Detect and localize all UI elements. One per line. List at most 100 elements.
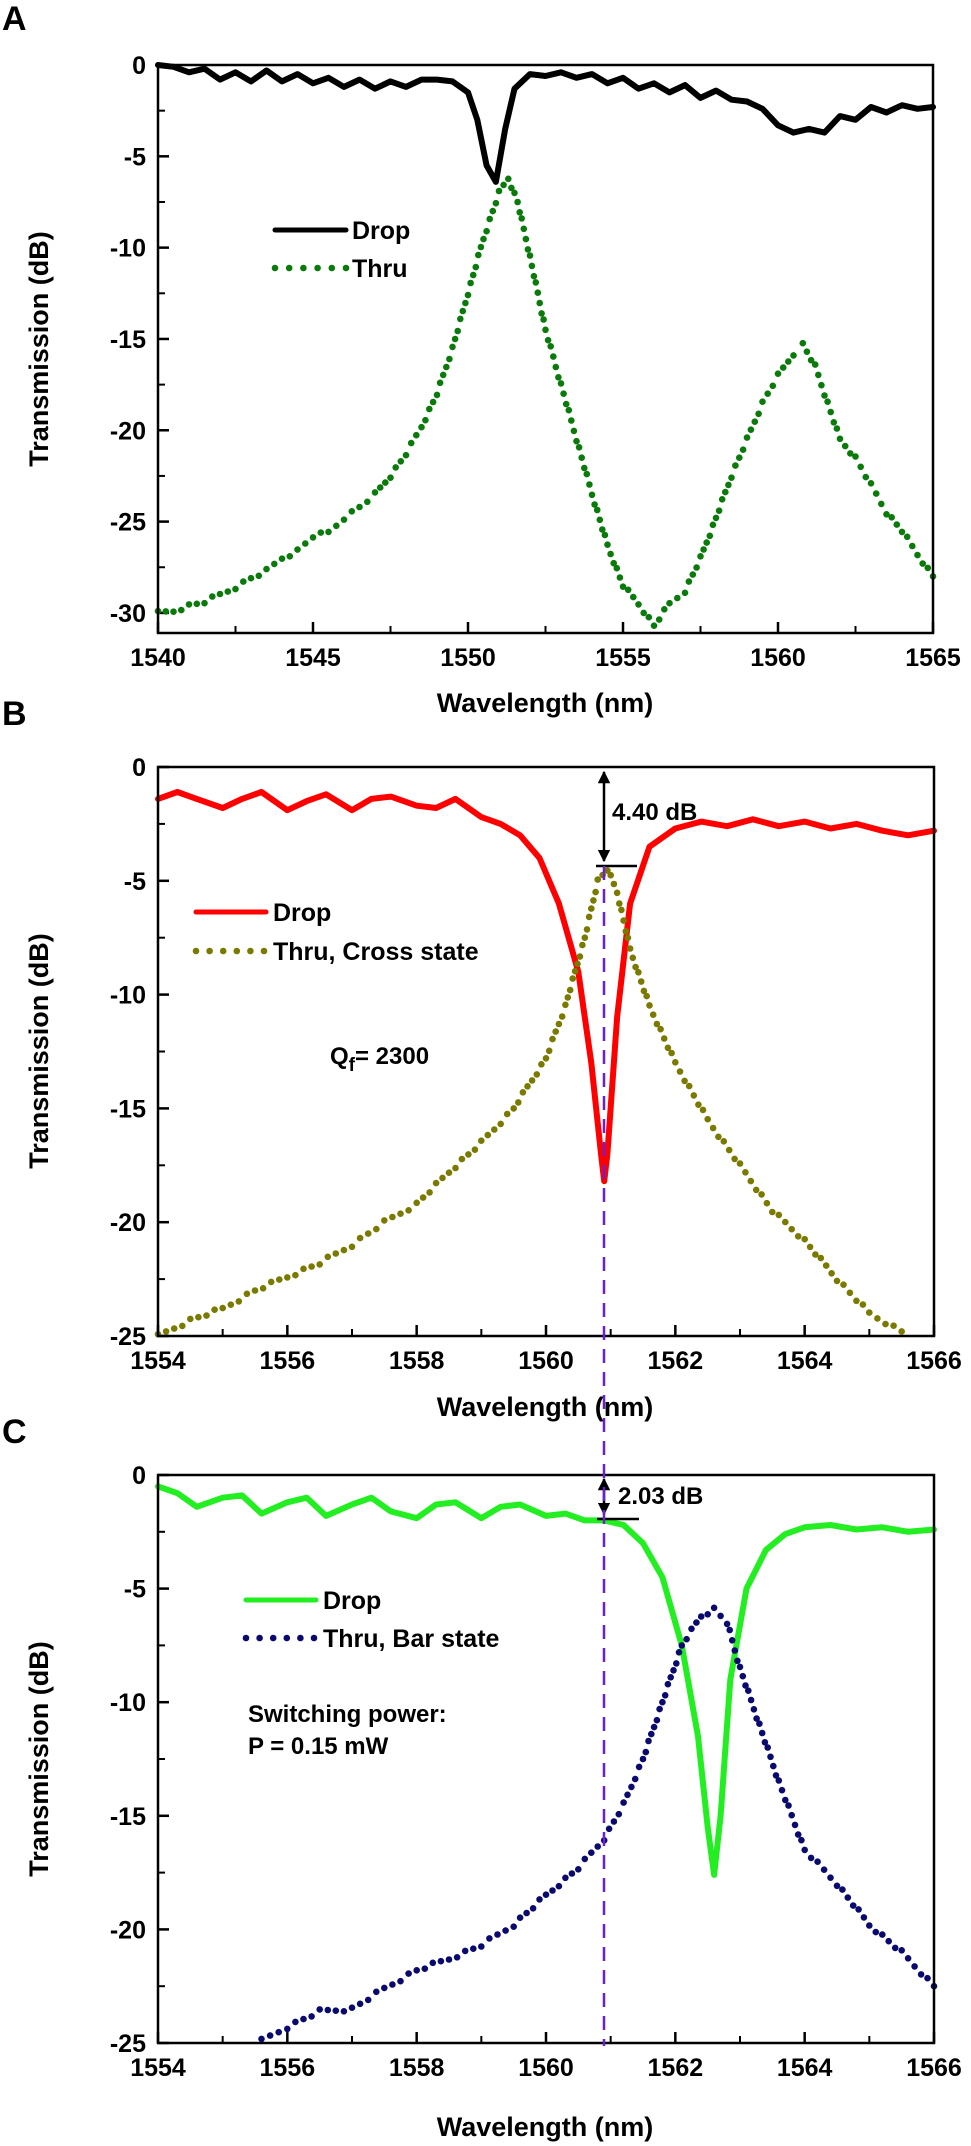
- panel-c-ylabel: Transmission (dB): [24, 1641, 54, 1877]
- x-tick-label: 1550: [440, 644, 496, 672]
- data-point: [847, 450, 854, 457]
- y-tick-label: -15: [110, 326, 146, 354]
- data-point: [607, 871, 614, 879]
- data-point: [547, 343, 554, 350]
- x-tick-label: 1556: [260, 1347, 316, 1375]
- data-point: [774, 370, 782, 378]
- x-tick-label: 1554: [130, 2054, 186, 2082]
- x-tick-label: 1562: [648, 1347, 704, 1375]
- data-point: [364, 498, 371, 506]
- data-point: [292, 1271, 299, 1279]
- data-point: [779, 364, 787, 371]
- x-tick-label: 1555: [595, 644, 651, 672]
- data-point: [549, 1887, 556, 1894]
- data-point: [464, 291, 472, 299]
- data-point: [616, 574, 624, 581]
- data-point: [340, 2008, 348, 2015]
- data-point: [914, 551, 921, 559]
- data-point: [827, 1874, 834, 1881]
- data-point: [840, 1281, 847, 1288]
- data-point: [523, 1909, 530, 1917]
- data-point: [571, 967, 579, 975]
- data-point: [247, 574, 255, 582]
- x-tick-label: 1558: [389, 2054, 445, 2082]
- data-point: [549, 1035, 556, 1043]
- data-point: [333, 522, 340, 530]
- data-point: [717, 1612, 724, 1620]
- data-point: [510, 1923, 517, 1930]
- data-point: [421, 1965, 429, 1972]
- data-point: [458, 1155, 466, 1163]
- legend-label-drop: Drop: [273, 899, 331, 927]
- data-point: [904, 1955, 912, 1962]
- data-point: [715, 507, 723, 514]
- data-point: [429, 398, 437, 406]
- data-point: [924, 564, 932, 572]
- data-point: [536, 1896, 543, 1903]
- data-point: [898, 528, 906, 536]
- data-point: [376, 484, 384, 491]
- panel-c-axes: 1554 1556 1558 1560 1562 1564 1566 0 -5 -10 -15 -20…: [110, 1462, 962, 2082]
- data-point: [645, 613, 653, 621]
- data-point: [646, 1002, 653, 1009]
- data-point: [560, 390, 567, 398]
- data-point: [736, 1160, 744, 1167]
- data-point: [610, 559, 617, 567]
- data-point: [453, 1954, 461, 1961]
- data-point: [255, 572, 263, 580]
- data-point: [251, 1287, 259, 1294]
- data-point: [536, 299, 543, 307]
- data-point: [557, 380, 565, 387]
- data-point: [588, 491, 596, 499]
- data-point: [389, 1981, 396, 1988]
- data-point: [203, 1312, 210, 1319]
- data-point: [568, 1870, 576, 1877]
- data-point: [747, 426, 755, 434]
- data-point: [317, 529, 325, 536]
- legend-label-thru-cross: Thru, Cross state: [273, 938, 479, 966]
- data-point: [348, 508, 356, 515]
- data-point: [475, 251, 482, 259]
- data-point: [629, 954, 637, 962]
- data-point: [685, 1082, 693, 1090]
- data-point: [725, 481, 732, 489]
- data-point: [685, 578, 693, 585]
- panel-b-series: [154, 789, 937, 1338]
- data-point: [604, 867, 611, 874]
- data-point: [635, 969, 642, 976]
- data-point: [324, 2006, 332, 2014]
- data-point: [570, 427, 578, 435]
- data-point: [703, 539, 710, 546]
- data-point: [271, 560, 278, 568]
- data-point: [461, 1947, 469, 1955]
- data-point: [389, 1213, 396, 1221]
- data-point: [681, 1077, 688, 1085]
- data-point: [340, 1246, 348, 1254]
- data-point: [278, 555, 286, 562]
- x-tick-label: 1562: [648, 2054, 704, 2082]
- data-point: [568, 417, 575, 424]
- data-point: [661, 606, 668, 613]
- x-tick-label: 1556: [260, 2054, 316, 2082]
- y-tick-label: -10: [110, 982, 146, 1010]
- data-point: [769, 382, 777, 390]
- data-point: [402, 451, 410, 459]
- data-point: [467, 279, 474, 287]
- data-point: [528, 1077, 536, 1084]
- data-point: [211, 1306, 218, 1313]
- panel-letter-b: B: [2, 695, 27, 733]
- data-point: [700, 546, 707, 553]
- data-point: [672, 1059, 679, 1066]
- data-point: [898, 1328, 905, 1335]
- data-point: [540, 316, 547, 323]
- y-tick-label: 0: [132, 1462, 146, 1490]
- data-point: [193, 600, 201, 608]
- data-point: [276, 1276, 283, 1283]
- data-point: [653, 1716, 661, 1724]
- x-tick-label: 1554: [130, 1347, 186, 1375]
- data-point: [593, 506, 601, 514]
- data-point: [675, 1649, 683, 1656]
- data-point: [465, 1151, 472, 1158]
- data-point: [667, 1674, 674, 1681]
- data-point: [340, 516, 348, 523]
